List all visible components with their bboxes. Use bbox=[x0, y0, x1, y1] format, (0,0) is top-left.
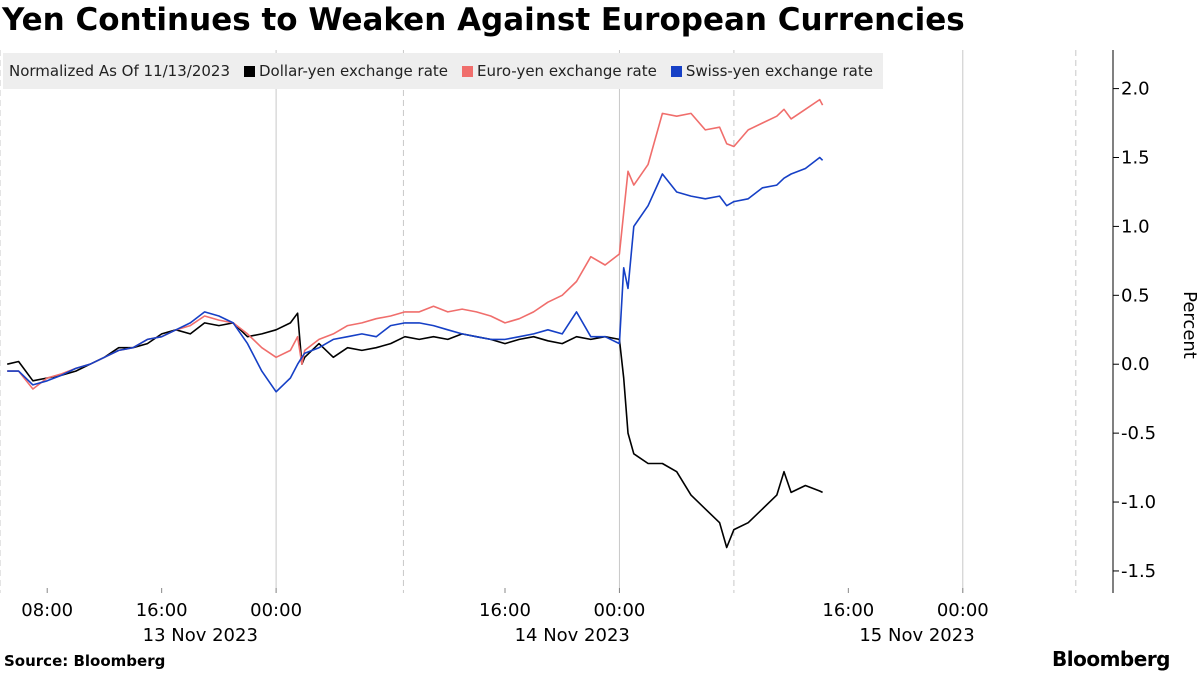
y-tick-label: -1.5 bbox=[1121, 561, 1156, 582]
legend: Normalized As Of 11/13/2023 Dollar-yen e… bbox=[3, 53, 883, 89]
y-tick-label: -0.5 bbox=[1121, 423, 1156, 444]
legend-item: Dollar-yen exchange rate bbox=[244, 62, 448, 80]
y-tick-label: 2.0 bbox=[1121, 79, 1150, 100]
chart-title: Yen Continues to Weaken Against European… bbox=[2, 2, 965, 38]
x-tick-label: 00:00 bbox=[250, 600, 302, 621]
y-tick-label: 0.5 bbox=[1121, 285, 1150, 306]
series-line bbox=[7, 98, 824, 390]
legend-label: Swiss-yen exchange rate bbox=[685, 62, 873, 80]
x-date-label: 15 Nov 2023 bbox=[859, 625, 974, 646]
y-tick-label: 0.0 bbox=[1121, 354, 1150, 375]
x-date-label: 13 Nov 2023 bbox=[143, 625, 258, 646]
x-tick-label: 16:00 bbox=[136, 600, 188, 621]
legend-swatch bbox=[462, 65, 474, 77]
x-date-label: 14 Nov 2023 bbox=[515, 625, 630, 646]
x-tick-label: 00:00 bbox=[937, 600, 989, 621]
legend-item: Swiss-yen exchange rate bbox=[670, 62, 873, 80]
y-tick-label: -1.0 bbox=[1121, 492, 1156, 513]
y-axis-label: Percent bbox=[1179, 291, 1200, 359]
y-tick-label: 1.0 bbox=[1121, 216, 1150, 237]
legend-swatch bbox=[244, 65, 255, 77]
x-tick-label: 08:00 bbox=[21, 600, 73, 621]
legend-item: Euro-yen exchange rate bbox=[462, 62, 657, 80]
x-tick-label: 00:00 bbox=[594, 600, 646, 621]
legend-swatch bbox=[670, 65, 682, 77]
source: Source: Bloomberg bbox=[4, 652, 166, 670]
series-line bbox=[7, 156, 824, 393]
y-tick-label: 1.5 bbox=[1121, 147, 1150, 168]
legend-label: Euro-yen exchange rate bbox=[477, 62, 657, 80]
x-tick-label: 16:00 bbox=[822, 600, 874, 621]
legend-title: Normalized As Of 11/13/2023 bbox=[9, 62, 230, 80]
x-tick-label: 16:00 bbox=[479, 600, 531, 621]
brand: Bloomberg bbox=[1052, 647, 1170, 671]
legend-label: Dollar-yen exchange rate bbox=[259, 62, 449, 80]
